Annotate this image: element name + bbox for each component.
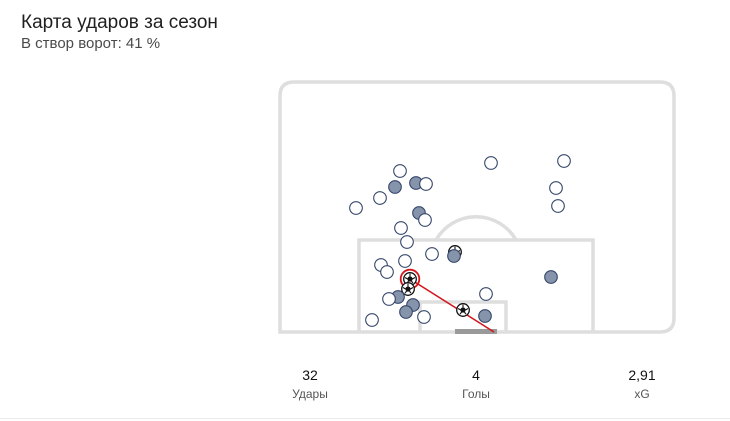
shot-on-target-marker[interactable] <box>544 270 558 284</box>
shot-trajectory-line <box>409 278 495 333</box>
stat-shots: 32 Удары <box>260 366 360 402</box>
goal-shot-marker[interactable] <box>456 303 470 317</box>
shot-missed-marker[interactable] <box>418 213 432 227</box>
stat-xg-label: xG <box>634 387 650 401</box>
stat-goals-label: Голы <box>462 387 490 401</box>
pitch-outline <box>278 80 676 334</box>
stat-xg-value: 2,91 <box>628 367 656 383</box>
shot-missed-marker[interactable] <box>419 177 433 191</box>
shot-on-target-marker[interactable] <box>478 309 492 323</box>
stat-shots-label: Удары <box>292 387 328 401</box>
shot-missed-marker[interactable] <box>557 154 571 168</box>
shot-missed-marker[interactable] <box>484 156 498 170</box>
shot-missed-marker[interactable] <box>365 313 379 327</box>
shot-missed-marker[interactable] <box>373 191 387 205</box>
stat-goals-value: 4 <box>472 367 480 383</box>
page-title: Карта ударов за сезон <box>21 12 218 33</box>
goal-shot-marker[interactable] <box>401 282 415 296</box>
shot-missed-marker[interactable] <box>393 164 407 178</box>
shot-missed-marker[interactable] <box>400 235 414 249</box>
shot-on-target-marker[interactable] <box>399 305 413 319</box>
shot-missed-marker[interactable] <box>380 265 394 279</box>
penalty-arc <box>434 214 518 241</box>
penalty-area <box>357 238 595 332</box>
widget-header: Карта ударов за сезон В створ ворот: 41 … <box>21 12 218 53</box>
shot-missed-marker[interactable] <box>398 254 412 268</box>
shot-missed-marker[interactable] <box>425 247 439 261</box>
shot-missed-marker[interactable] <box>349 201 363 215</box>
shot-missed-marker[interactable] <box>549 181 563 195</box>
stat-goals: 4 Голы <box>426 366 526 402</box>
shots-on-target-subtitle: В створ ворот: 41 % <box>21 35 161 52</box>
shot-missed-marker[interactable] <box>417 310 431 324</box>
shot-on-target-marker[interactable] <box>447 249 461 263</box>
stat-shots-value: 32 <box>302 367 318 383</box>
shot-missed-marker[interactable] <box>394 221 408 235</box>
shot-missed-marker[interactable] <box>551 199 565 213</box>
shot-missed-marker[interactable] <box>382 292 396 306</box>
stat-xg: 2,91 xG <box>592 366 692 402</box>
goal-mouth <box>455 329 497 334</box>
shot-on-target-marker[interactable] <box>388 180 402 194</box>
bottom-divider <box>0 418 730 419</box>
shot-missed-marker[interactable] <box>479 287 493 301</box>
